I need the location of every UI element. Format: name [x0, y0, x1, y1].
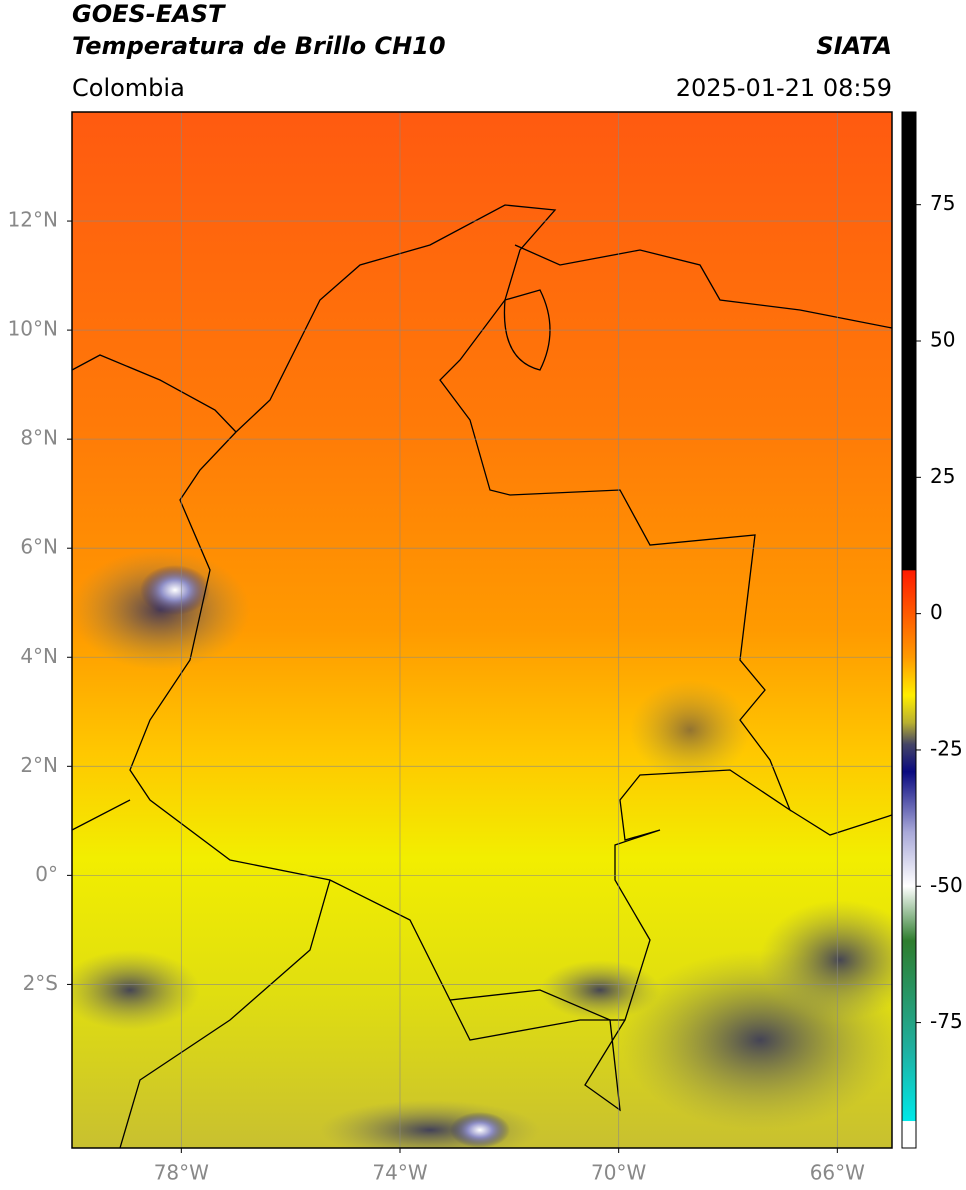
subtitle: Temperatura de Brillo CH10 [72, 32, 446, 60]
map-image [72, 112, 892, 1148]
y-tick-label: 12°N [8, 208, 58, 232]
x-tick-label: 78°W [154, 1161, 209, 1185]
x-tick-label: 74°W [372, 1161, 427, 1185]
colorbar [901, 111, 917, 1149]
y-tick-label: 10°N [8, 317, 58, 341]
colorbar-tick-label: 25 [930, 464, 955, 488]
colorbar-tick-label: -50 [930, 873, 963, 897]
timestamp: 2025-01-21 08:59 [676, 74, 892, 102]
y-tick-label: 0° [35, 862, 58, 886]
x-tick-label: 66°W [810, 1161, 865, 1185]
colorbar-tick-label: 75 [930, 191, 955, 215]
y-tick-label: 2°N [20, 753, 58, 777]
y-tick-label: 2°S [23, 971, 58, 995]
y-tick-label: 6°N [20, 535, 58, 559]
agency: SIATA [816, 32, 892, 60]
x-tick-label: 70°W [591, 1161, 646, 1185]
colorbar-tick-label: 0 [930, 600, 943, 624]
colorbar-tick-label: -75 [930, 1009, 963, 1033]
y-tick-label: 8°N [20, 426, 58, 450]
y-tick-label: 4°N [20, 644, 58, 668]
colorbar-tick-label: -25 [930, 736, 963, 760]
colorbar-tick-label: 50 [930, 328, 955, 352]
map-frame [71, 111, 893, 1149]
title: GOES-EAST [72, 0, 226, 28]
region: Colombia [72, 74, 185, 102]
